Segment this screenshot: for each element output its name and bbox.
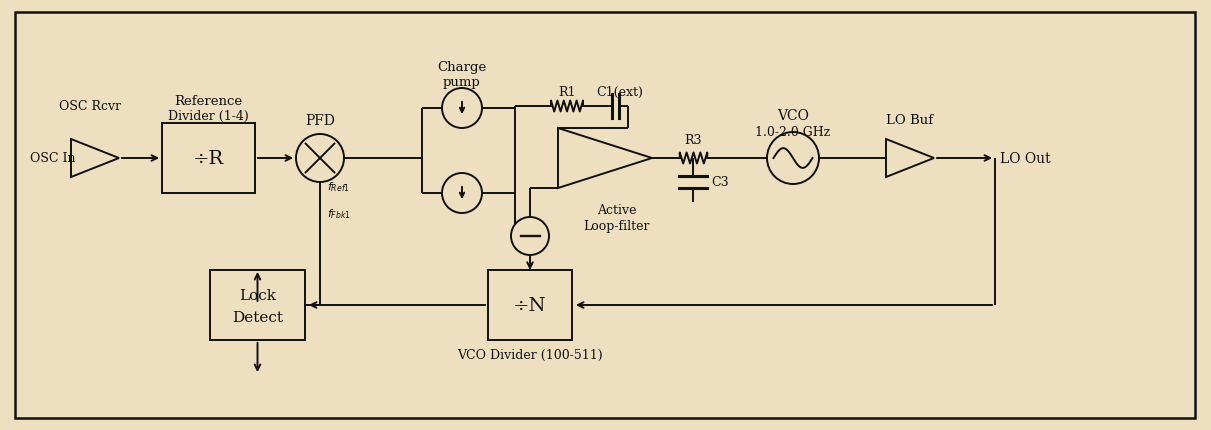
Text: LO Out: LO Out [1000,152,1051,166]
Text: R1: R1 [558,85,575,98]
Text: VCO Divider (100-511): VCO Divider (100-511) [458,348,603,361]
Text: Loop-filter: Loop-filter [584,220,650,233]
Bar [210,270,305,340]
Text: PFD: PFD [305,114,335,128]
Polygon shape [886,140,934,178]
Circle shape [767,133,819,184]
Polygon shape [71,140,119,178]
Text: R3: R3 [684,134,702,147]
Text: VCO: VCO [777,109,809,123]
Text: C1(ext): C1(ext) [597,85,643,98]
Text: Active: Active [597,204,637,217]
Text: pump: pump [443,76,481,89]
Text: ÷N: ÷N [513,296,546,314]
Bar [488,270,572,340]
Text: ÷R: ÷R [193,150,224,168]
Text: 1.0-2.0 GHz: 1.0-2.0 GHz [756,126,831,139]
Text: LO Buf: LO Buf [886,114,934,127]
Text: $f_{Ref1}$: $f_{Ref1}$ [327,180,350,194]
Circle shape [511,218,549,255]
Text: Charge: Charge [437,60,487,74]
Text: $f_{Fbk1}$: $f_{Fbk1}$ [327,207,351,221]
Text: C3: C3 [711,176,729,189]
Circle shape [442,174,482,214]
Polygon shape [558,129,652,189]
Text: Detect: Detect [233,310,283,324]
Text: Divider (1-4): Divider (1-4) [168,109,249,122]
Text: Reference: Reference [174,95,242,108]
Circle shape [442,89,482,129]
Text: OSC In: OSC In [30,152,75,165]
Bar [162,124,256,194]
Text: OSC Rcvr: OSC Rcvr [59,100,121,113]
Text: Lock: Lock [239,289,276,302]
Circle shape [295,135,344,183]
